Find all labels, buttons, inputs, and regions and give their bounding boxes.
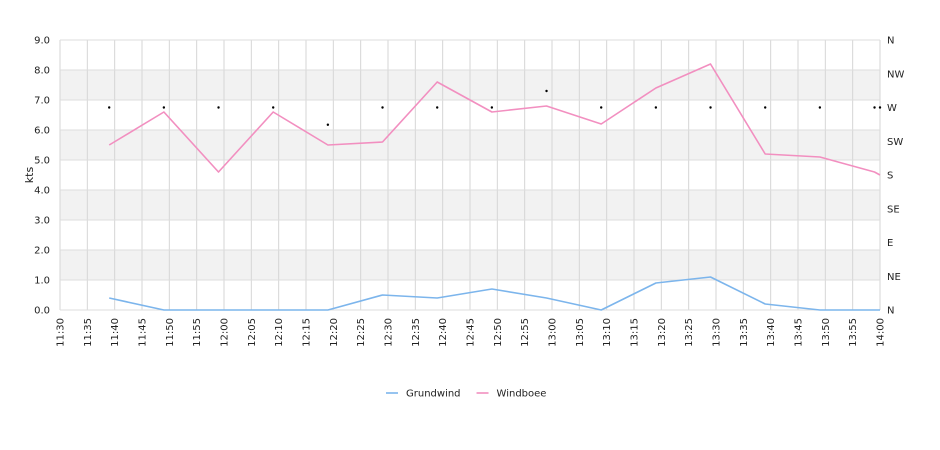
x-tick-label: 12:25 bbox=[356, 318, 367, 347]
x-tick-label: 12:35 bbox=[411, 318, 422, 347]
x-tick-label: 12:30 bbox=[384, 318, 395, 347]
y-axis-title: kts bbox=[23, 167, 36, 184]
direction-point bbox=[818, 106, 822, 109]
direction-point bbox=[326, 123, 330, 126]
right-axis-label: NW bbox=[887, 69, 904, 80]
direction-point bbox=[545, 89, 548, 93]
x-tick-label: 12:45 bbox=[466, 318, 477, 347]
y-tick-label: 2.0 bbox=[34, 246, 50, 257]
x-tick-label: 13:25 bbox=[684, 318, 695, 347]
direction-point bbox=[381, 106, 384, 109]
x-tick-label: 11:55 bbox=[192, 318, 203, 347]
right-axis-label: NE bbox=[887, 272, 901, 283]
x-tick-label: 11:40 bbox=[110, 318, 121, 347]
x-tick-label: 14:00 bbox=[876, 318, 887, 347]
y-tick-label: 5.0 bbox=[34, 156, 50, 167]
right-axis-label: N bbox=[887, 36, 894, 47]
series-line-0 bbox=[109, 276, 880, 311]
direction-point bbox=[490, 106, 494, 109]
direction-points bbox=[108, 89, 882, 126]
x-tick-label: 11:35 bbox=[83, 318, 94, 347]
x-axis-ticks: 11:30 11:35 11:40 11:45 11:50 11:55 12:00 12:05… bbox=[56, 318, 887, 347]
y-tick-label: 3.0 bbox=[34, 216, 50, 227]
x-tick-label: 13:00 bbox=[548, 318, 559, 347]
x-tick-label: 11:30 bbox=[56, 318, 67, 347]
vertical-gridlines bbox=[59, 40, 881, 310]
x-tick-label: 12:15 bbox=[302, 318, 313, 347]
y-axis-ticks: 0.0 1.0 2.0 3.0 4.0 5.0 6.0 7.0 8.0 9.0 bbox=[34, 36, 50, 317]
x-tick-label: 11:50 bbox=[165, 318, 176, 347]
legend-label-0: Grundwind bbox=[406, 389, 461, 400]
right-axis-label: W bbox=[887, 103, 897, 114]
x-tick-label: 13:45 bbox=[794, 318, 805, 347]
x-tick-label: 11:45 bbox=[138, 318, 149, 347]
series-lines bbox=[108, 63, 881, 311]
right-axis-label: S bbox=[887, 171, 893, 182]
y-tick-label: 4.0 bbox=[34, 186, 50, 197]
series-line-1 bbox=[108, 63, 881, 176]
x-tick-label: 13:35 bbox=[739, 318, 750, 347]
right-axis-label: N bbox=[887, 306, 894, 317]
direction-point bbox=[162, 106, 166, 109]
direction-point bbox=[873, 106, 876, 109]
x-tick-label: 13:40 bbox=[766, 318, 777, 347]
direction-point bbox=[436, 106, 439, 109]
legend-label-1: Windboee bbox=[497, 389, 547, 400]
x-tick-label: 12:05 bbox=[247, 318, 258, 347]
x-tick-label: 12:40 bbox=[438, 318, 449, 347]
direction-point bbox=[600, 106, 603, 109]
y-tick-label: 1.0 bbox=[34, 276, 50, 287]
x-tick-label: 12:20 bbox=[329, 318, 340, 347]
legend: Grundwind Windboee bbox=[386, 389, 546, 400]
direction-point bbox=[108, 106, 111, 109]
right-axis-label: E bbox=[887, 238, 893, 249]
y-tick-label: 6.0 bbox=[34, 126, 50, 137]
x-tick-label: 13:20 bbox=[657, 318, 668, 347]
x-tick-label: 12:55 bbox=[520, 318, 531, 347]
x-tick-label: 12:50 bbox=[493, 318, 504, 347]
y-tick-label: 8.0 bbox=[34, 66, 50, 77]
right-axis-label: SE bbox=[887, 204, 900, 215]
x-tick-label: 13:30 bbox=[712, 318, 723, 347]
x-tick-label: 13:10 bbox=[602, 318, 613, 347]
y-tick-label: 7.0 bbox=[34, 96, 50, 107]
direction-point bbox=[217, 106, 220, 109]
right-axis-ticks: N NE E SE S SW W NW N bbox=[887, 36, 904, 317]
y-tick-label: 0.0 bbox=[34, 306, 50, 317]
x-tick-label: 13:55 bbox=[848, 318, 859, 347]
direction-point bbox=[654, 106, 658, 109]
direction-point bbox=[709, 106, 712, 109]
direction-point bbox=[272, 106, 275, 109]
direction-point bbox=[878, 106, 882, 109]
x-tick-label: 13:05 bbox=[575, 318, 586, 347]
x-tick-label: 13:15 bbox=[630, 318, 641, 347]
y-tick-label: 9.0 bbox=[34, 36, 50, 47]
x-tick-label: 12:00 bbox=[220, 318, 231, 347]
x-tick-label: 13:50 bbox=[821, 318, 832, 347]
right-axis-label: SW bbox=[887, 137, 903, 148]
direction-point bbox=[764, 106, 767, 109]
x-tick-label: 12:10 bbox=[274, 318, 285, 347]
